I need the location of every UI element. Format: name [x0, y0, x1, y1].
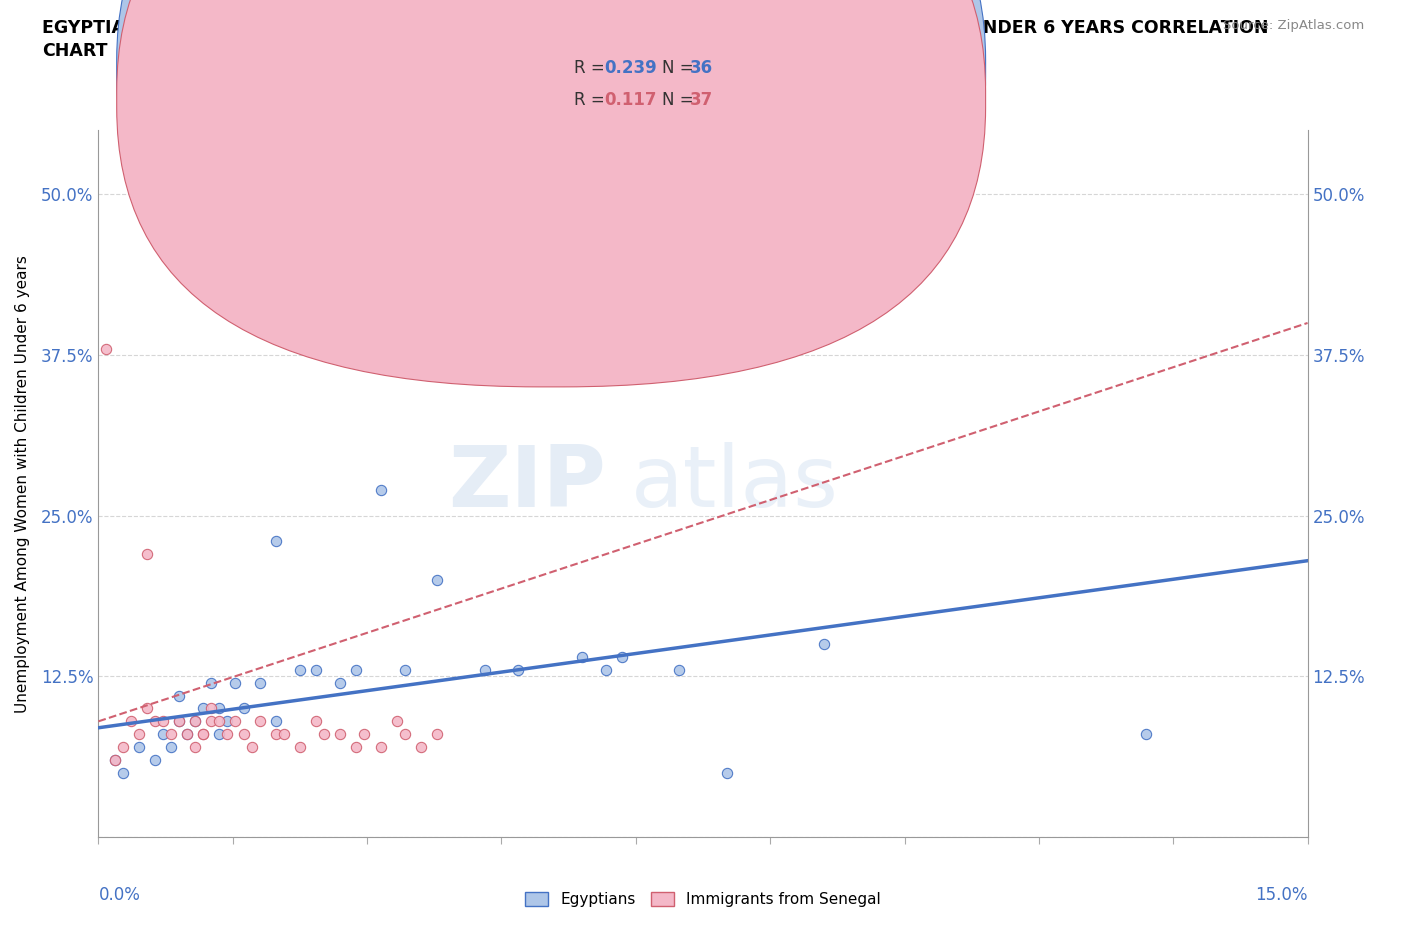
Point	[571, 650, 593, 665]
Point	[506, 662, 529, 677]
Point	[200, 701, 222, 716]
Point	[426, 573, 449, 588]
Point	[394, 662, 416, 677]
Point	[344, 739, 367, 754]
Point	[103, 752, 125, 767]
Text: R =: R =	[574, 90, 614, 109]
Point	[224, 675, 246, 690]
Text: ZIP: ZIP	[449, 442, 606, 525]
Point	[474, 662, 496, 677]
Point	[217, 726, 239, 741]
Point	[314, 726, 336, 741]
Point	[184, 714, 207, 729]
Text: R =: R =	[574, 59, 610, 77]
Text: 0.0%: 0.0%	[98, 886, 141, 905]
Point	[200, 714, 222, 729]
Text: Source: ZipAtlas.com: Source: ZipAtlas.com	[1223, 19, 1364, 32]
Point	[249, 714, 271, 729]
Point	[409, 739, 432, 754]
Point	[167, 714, 190, 729]
Point	[120, 714, 142, 729]
Text: N =: N =	[662, 59, 699, 77]
Point	[224, 714, 246, 729]
Point	[152, 726, 174, 741]
Point	[264, 534, 287, 549]
Text: CHART: CHART	[42, 42, 108, 60]
Text: 36: 36	[690, 59, 713, 77]
Point	[208, 701, 231, 716]
Point	[305, 662, 328, 677]
Point	[232, 701, 254, 716]
Point	[184, 739, 207, 754]
Point	[208, 714, 231, 729]
Point	[394, 726, 416, 741]
Point	[353, 726, 375, 741]
Point	[668, 662, 690, 677]
Point	[135, 701, 157, 716]
Point	[426, 726, 449, 741]
Point	[193, 726, 215, 741]
Legend: Egyptians, Immigrants from Senegal: Egyptians, Immigrants from Senegal	[519, 885, 887, 913]
Point	[264, 726, 287, 741]
Point	[595, 662, 617, 677]
Point	[716, 765, 738, 780]
Point	[344, 662, 367, 677]
Point	[193, 726, 215, 741]
Y-axis label: Unemployment Among Women with Children Under 6 years: Unemployment Among Women with Children U…	[15, 255, 30, 712]
Point	[128, 739, 150, 754]
Point	[305, 714, 328, 729]
Point	[184, 714, 207, 729]
Point	[370, 739, 392, 754]
Point	[329, 726, 352, 741]
Point	[96, 341, 118, 356]
Point	[193, 701, 215, 716]
Point	[288, 739, 311, 754]
Point	[240, 739, 263, 754]
Text: 37: 37	[690, 90, 714, 109]
Point	[143, 714, 166, 729]
Point	[103, 752, 125, 767]
Point	[128, 726, 150, 741]
Point	[167, 714, 190, 729]
Text: N =: N =	[662, 90, 699, 109]
Point	[167, 688, 190, 703]
Point	[111, 739, 134, 754]
Point	[288, 662, 311, 677]
Point	[385, 714, 408, 729]
Point	[264, 714, 287, 729]
Text: 0.239: 0.239	[605, 59, 658, 77]
Point	[249, 675, 271, 690]
Point	[612, 650, 634, 665]
Point	[813, 637, 835, 652]
Point	[200, 675, 222, 690]
Point	[111, 765, 134, 780]
Text: 15.0%: 15.0%	[1256, 886, 1308, 905]
Point	[1135, 726, 1157, 741]
Point	[208, 726, 231, 741]
Point	[135, 547, 157, 562]
Point	[152, 714, 174, 729]
Point	[176, 726, 198, 741]
Point	[232, 726, 254, 741]
Point	[370, 483, 392, 498]
Text: atlas: atlas	[630, 442, 838, 525]
Point	[217, 714, 239, 729]
Point	[143, 752, 166, 767]
Point	[329, 675, 352, 690]
Point	[160, 726, 183, 741]
Point	[273, 726, 295, 741]
Point	[176, 726, 198, 741]
Text: EGYPTIAN VS IMMIGRANTS FROM SENEGAL UNEMPLOYMENT AMONG WOMEN WITH CHILDREN UNDER: EGYPTIAN VS IMMIGRANTS FROM SENEGAL UNEM…	[42, 19, 1268, 36]
Point	[160, 739, 183, 754]
Text: 0.117: 0.117	[605, 90, 657, 109]
